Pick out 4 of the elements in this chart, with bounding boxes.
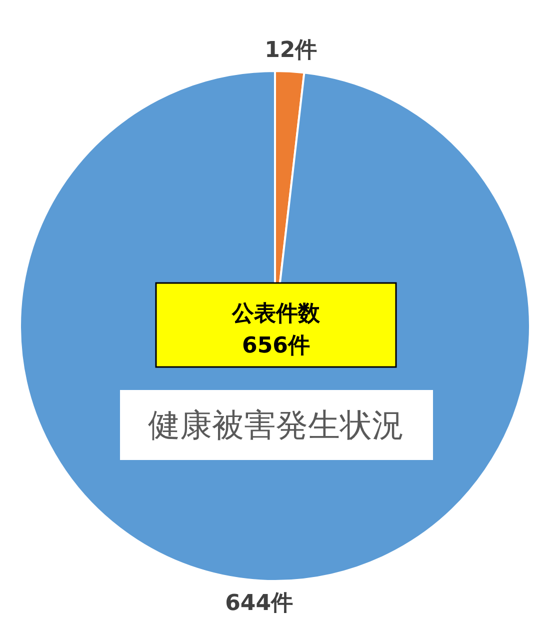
data-label: 12件 (264, 38, 318, 64)
text: 公表件数 (231, 302, 321, 327)
text: 健康被害発生状況 (148, 406, 404, 444)
text: 656件 (242, 334, 310, 359)
